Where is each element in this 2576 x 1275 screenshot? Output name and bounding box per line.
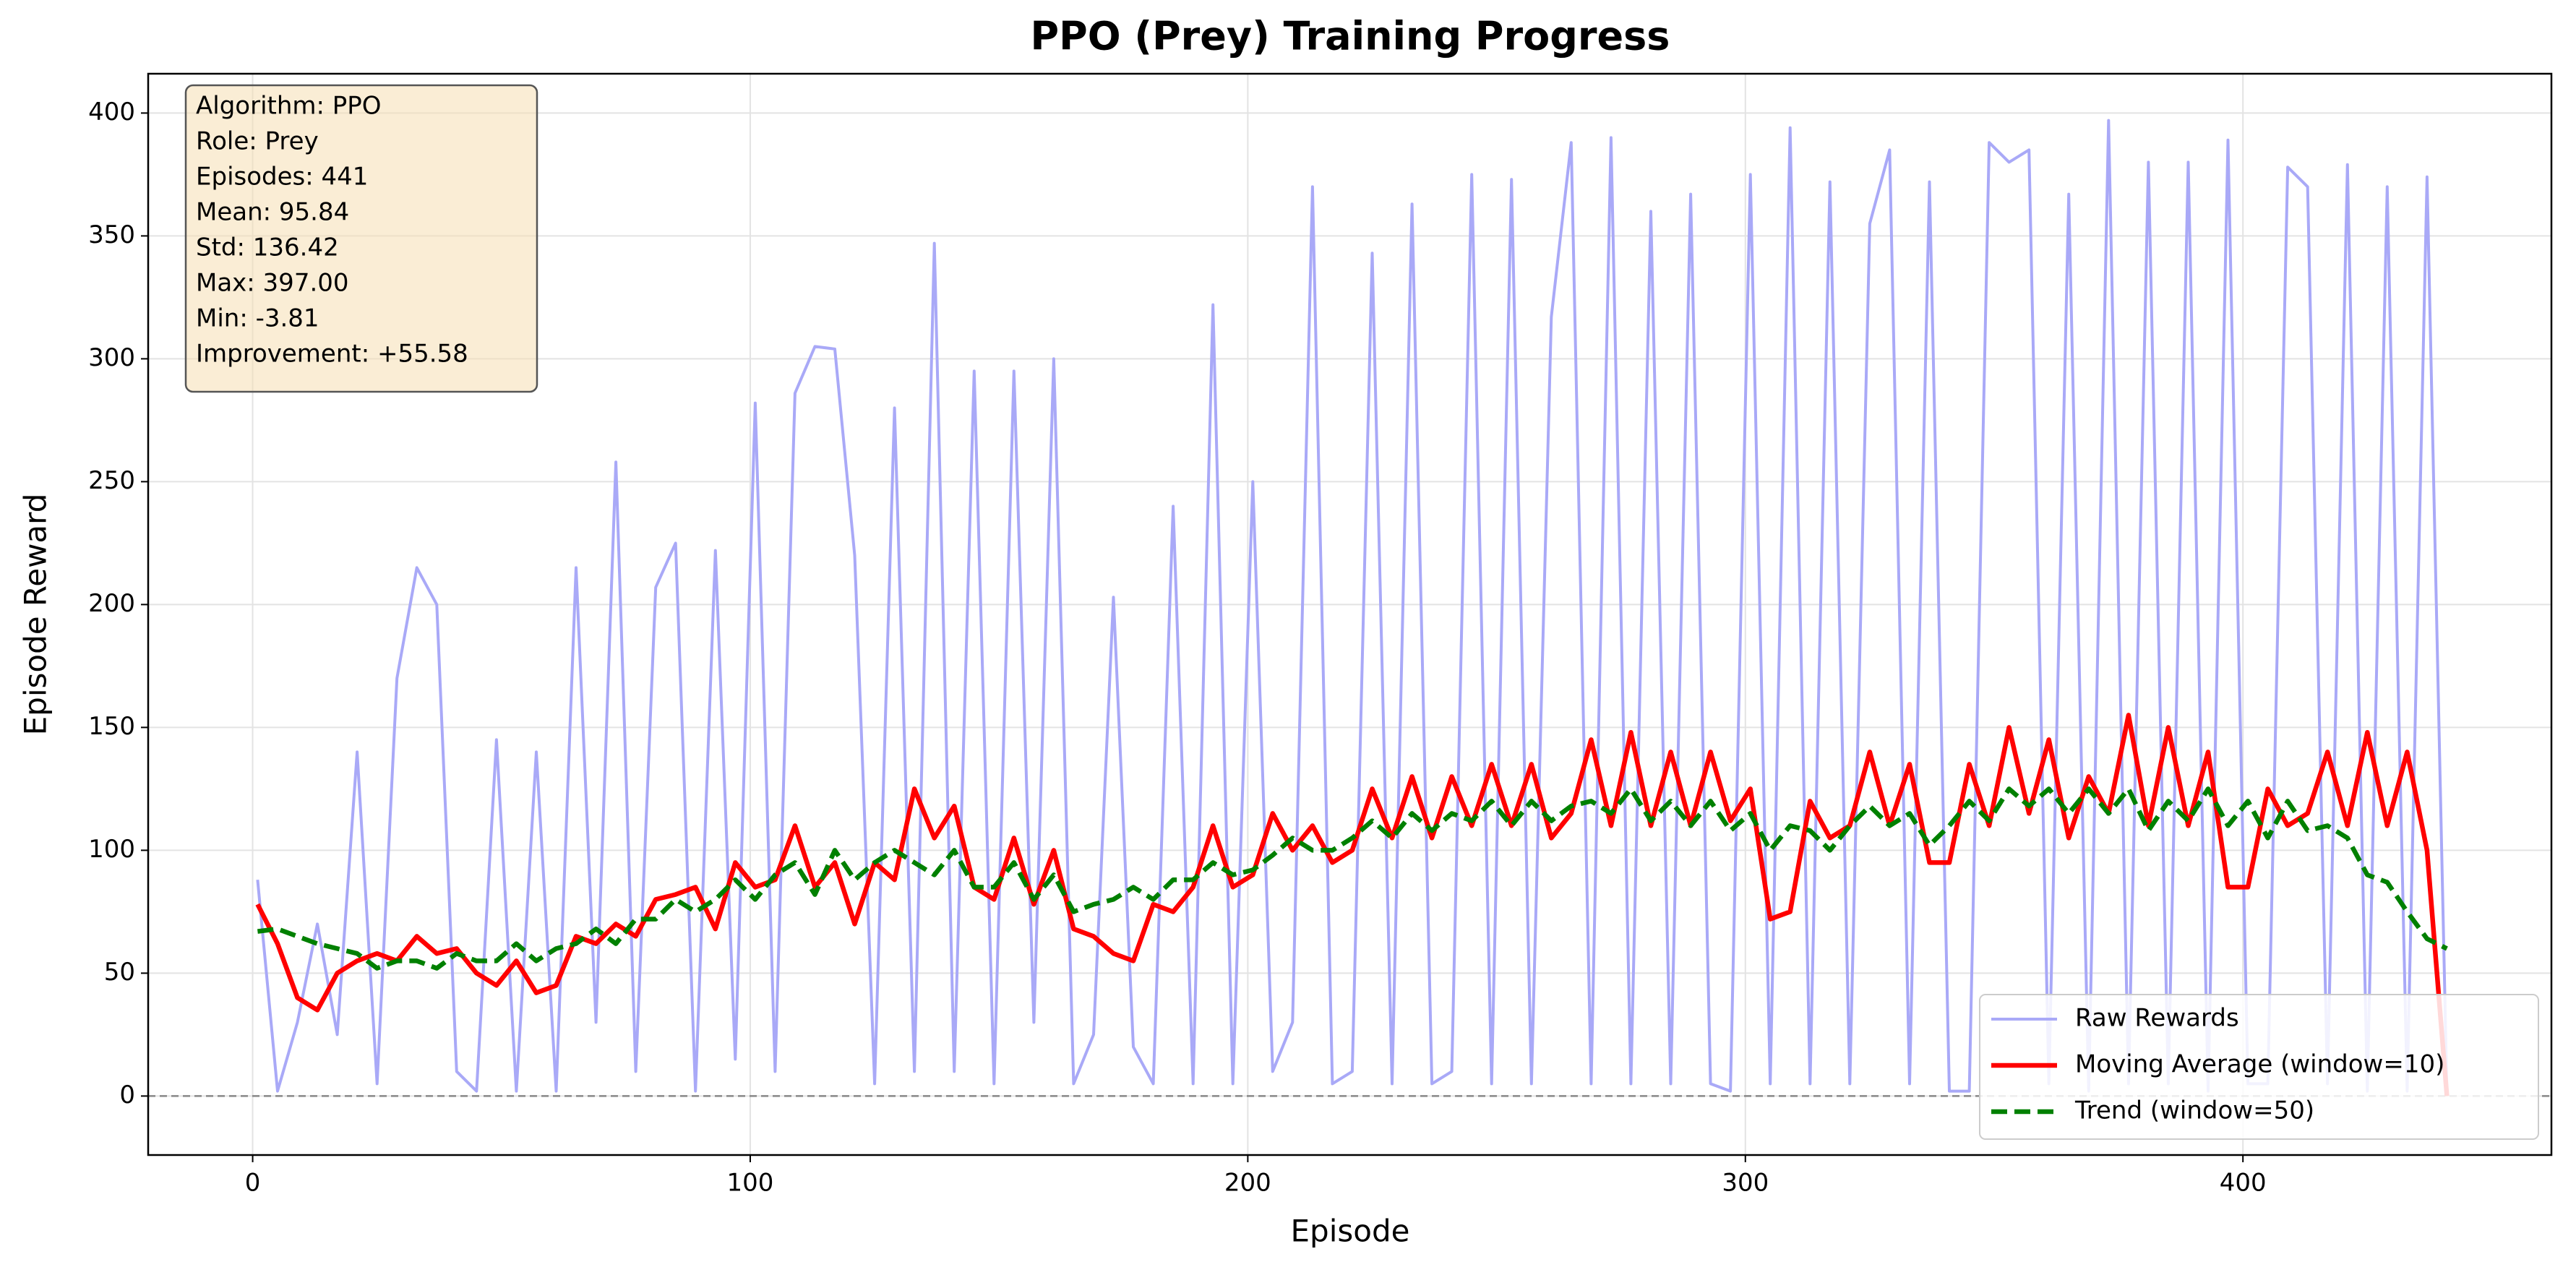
- annotation-box: [184, 84, 538, 393]
- series-line: [255, 713, 2450, 1096]
- annotation-text: Min: -3.81: [196, 304, 319, 333]
- y-tick-label: 250: [88, 466, 135, 495]
- y-tick-label: 0: [119, 1081, 135, 1109]
- legend-label: Trend (window=50): [2074, 1096, 2314, 1125]
- annotation-text: Algorithm: PPO: [196, 92, 382, 121]
- annotation-text: Role: Prey: [196, 127, 319, 156]
- x-tick-label: 200: [1224, 1169, 1271, 1198]
- y-tick-label: 400: [88, 98, 135, 126]
- annotation-text: Improvement: +55.58: [196, 340, 468, 369]
- legend-box: [1979, 994, 2539, 1140]
- x-axis-label: Episode: [1291, 1214, 1410, 1249]
- x-tick-label: 300: [1722, 1169, 1769, 1198]
- annotation-text: Max: 397.00: [196, 269, 349, 298]
- x-tick-label: 100: [727, 1169, 774, 1198]
- chart-title: PPO (Prey) Training Progress: [1031, 14, 1670, 59]
- y-axis-label: Episode Reward: [18, 494, 53, 736]
- y-tick-label: 200: [88, 589, 135, 618]
- x-tick-label: 0: [245, 1169, 261, 1198]
- y-tick-label: 50: [104, 958, 135, 987]
- series-line: [257, 786, 2448, 971]
- y-tick-label: 150: [88, 712, 135, 741]
- legend-label: Moving Average (window=10): [2075, 1050, 2444, 1079]
- y-tick-label: 100: [88, 835, 135, 864]
- y-tick-label: 350: [88, 220, 135, 249]
- legend-label: Raw Rewards: [2075, 1004, 2239, 1033]
- plot-frame: [147, 72, 2553, 1156]
- y-tick-label: 300: [88, 343, 135, 372]
- annotation-text: Std: 136.42: [196, 233, 339, 262]
- x-tick-label: 400: [2220, 1169, 2267, 1198]
- annotation-text: Mean: 95.84: [196, 198, 349, 227]
- annotation-text: Episodes: 441: [196, 163, 368, 192]
